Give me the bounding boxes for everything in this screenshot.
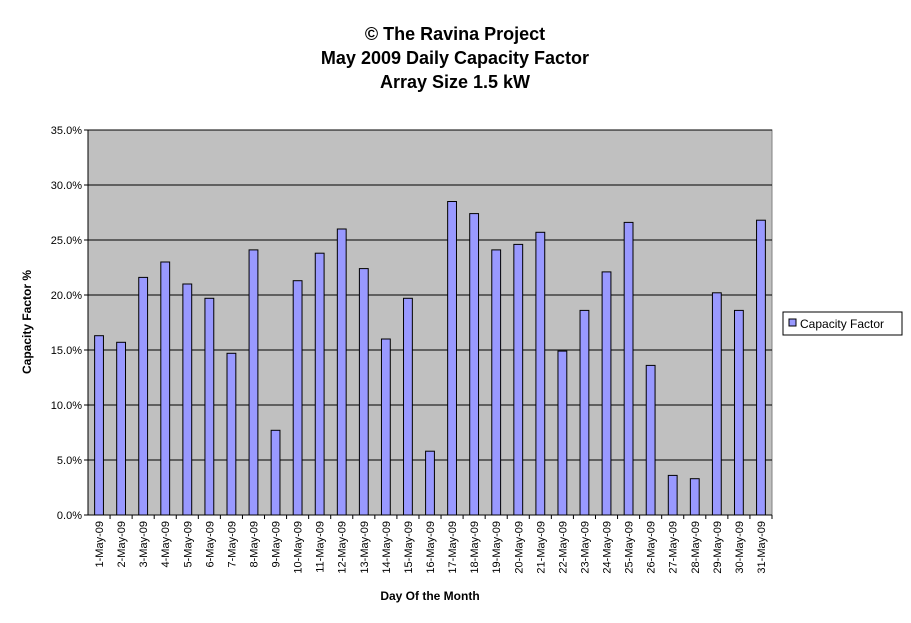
bar: [226, 352, 237, 516]
bar: [513, 243, 524, 516]
bar: [314, 252, 325, 516]
bar: [204, 297, 215, 516]
bar: [138, 276, 149, 516]
legend-label: Capacity Factor: [800, 317, 884, 331]
bar: [756, 219, 766, 516]
x-tick-label: 30-May-09: [734, 521, 746, 574]
x-tick-label: 6-May-09: [204, 521, 216, 567]
chart-title-line-2: May 2009 Daily Capacity Factor: [321, 48, 589, 68]
x-tick-label: 24-May-09: [602, 521, 614, 574]
y-tick-label: 15.0%: [51, 345, 82, 357]
bar: [425, 450, 435, 516]
x-tick-label: 12-May-09: [337, 521, 349, 574]
legend-box: [782, 311, 903, 336]
x-tick-label: 15-May-09: [403, 521, 415, 574]
x-tick-label: 17-May-09: [447, 521, 459, 574]
bar: [579, 309, 590, 516]
x-tick-label: 10-May-09: [293, 521, 305, 574]
x-tick-label: 4-May-09: [160, 521, 172, 567]
legend: Capacity Factor: [782, 311, 903, 336]
x-tick-label: 7-May-09: [226, 521, 238, 567]
bar: [535, 231, 546, 516]
x-tick-label: 22-May-09: [557, 521, 569, 574]
bar: [380, 338, 391, 516]
y-tick-label: 25.0%: [51, 235, 82, 247]
y-tick-label: 5.0%: [57, 455, 82, 467]
x-tick-label: 23-May-09: [579, 521, 591, 574]
y-tick-label: 35.0%: [51, 125, 82, 137]
y-axis-ticks: 0.0% 5.0% 10.0% 15.0% 20.0% 25.0% 30.0% 35.0%: [51, 125, 88, 522]
x-tick-label: 14-May-09: [381, 521, 393, 574]
bar: [182, 283, 193, 516]
x-tick-label: 9-May-09: [271, 521, 283, 567]
bar: [601, 271, 612, 516]
x-tick-label: 31-May-09: [756, 521, 768, 574]
x-tick-label: 3-May-09: [138, 521, 150, 567]
bar: [403, 297, 413, 516]
y-tick-label: 20.0%: [51, 290, 82, 302]
bar: [733, 309, 744, 516]
x-axis-ticks: 1-May-09 2-May-09 3-May-09 4-May-09 5-May-09…: [94, 515, 773, 574]
x-axis-title: Day Of the Month: [380, 589, 479, 603]
x-tick-label: 25-May-09: [624, 521, 636, 574]
x-tick-label: 28-May-09: [690, 521, 702, 574]
chart-title-line-1: © The Ravina Project: [365, 24, 545, 44]
x-tick-label: 13-May-09: [359, 521, 371, 574]
x-tick-label: 29-May-09: [712, 521, 724, 574]
x-tick-label: 2-May-09: [116, 521, 128, 567]
legend-swatch: [788, 318, 797, 327]
y-tick-label: 0.0%: [57, 510, 82, 522]
bar: [667, 474, 678, 516]
bar: [292, 280, 303, 516]
bar: [270, 429, 281, 516]
bar: [248, 249, 259, 516]
bar: [116, 341, 127, 516]
bar: [645, 364, 656, 516]
bar: [358, 268, 369, 516]
x-tick-label: 27-May-09: [668, 521, 680, 574]
bar: [491, 249, 502, 516]
gridlines: [88, 129, 772, 461]
x-tick-label: 16-May-09: [425, 521, 437, 574]
bar: [94, 335, 104, 516]
x-tick-label: 19-May-09: [491, 521, 503, 574]
x-tick-label: 21-May-09: [535, 521, 547, 574]
bar: [160, 261, 171, 516]
bar: [711, 292, 722, 516]
bar: [447, 201, 457, 516]
chart-title-line-3: Array Size 1.5 kW: [380, 72, 530, 92]
x-tick-label: 8-May-09: [248, 521, 260, 567]
bar: [469, 213, 480, 516]
bar: [689, 478, 700, 516]
y-axis-title: Capacity Factor %: [20, 270, 34, 374]
x-tick-label: 26-May-09: [646, 521, 658, 574]
bar: [623, 221, 634, 516]
bar: [557, 350, 568, 516]
x-tick-label: 20-May-09: [513, 521, 525, 574]
y-tick-label: 30.0%: [51, 180, 82, 192]
bar: [336, 228, 347, 516]
x-tick-label: 1-May-09: [94, 521, 106, 567]
x-tick-label: 18-May-09: [469, 521, 481, 574]
x-tick-label: 11-May-09: [315, 521, 327, 573]
y-tick-label: 10.0%: [51, 400, 82, 412]
x-tick-label: 5-May-09: [182, 521, 194, 567]
